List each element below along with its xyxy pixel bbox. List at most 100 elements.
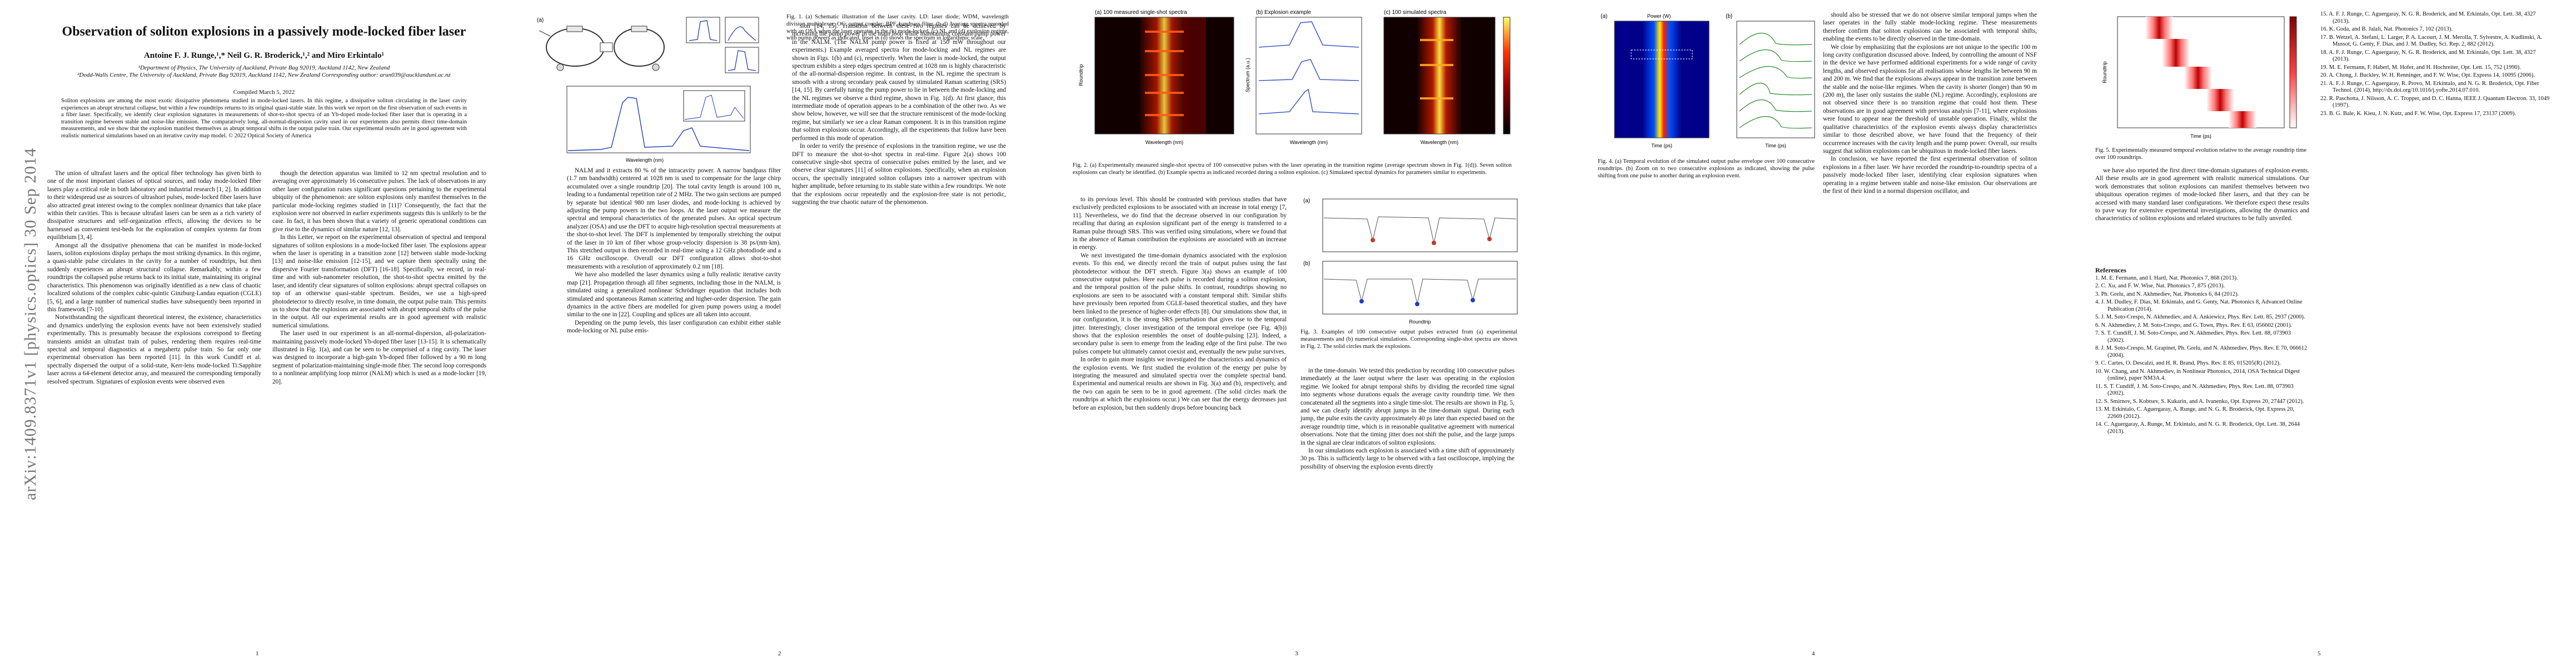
axis-label-wavelength: Wavelength (nm) bbox=[1145, 140, 1183, 145]
figure-4-graphic: (a) Power (W) Time (ps) (b) bbox=[1601, 13, 1815, 148]
reference-item: 16. K. Goda, and B. Jalali, Nat. Photoni… bbox=[2320, 26, 2453, 32]
reference-list: References 1. M. E. Fermann, and I. Hart… bbox=[2095, 261, 2309, 436]
paragraph: In our simulations each explosion is ass… bbox=[1301, 447, 1514, 470]
colorbar bbox=[2289, 16, 2297, 128]
page-number: 1 bbox=[256, 650, 259, 657]
reference-item: 17. B. Wetzel, A. Stefani, L. Larger, P.… bbox=[2320, 34, 2543, 48]
axis-label-time: Time (ps) bbox=[1651, 143, 1672, 148]
panel-a-energy-measured: (a) bbox=[1303, 198, 1518, 252]
paragraph: Depending on the pump levels, this laser… bbox=[567, 319, 781, 335]
body-column-2: in the time-domain. We tested this predi… bbox=[1301, 367, 1514, 471]
panel-c-simulated-spectra: (c) 100 simulated spectra Wavelength (nm… bbox=[1383, 9, 1511, 145]
pulse-train-steps bbox=[2145, 17, 2256, 128]
panel-label-a: (a) bbox=[1601, 13, 1607, 19]
reference-item: 19. M. E. Fermann, F. Haberl, M. Hofer, … bbox=[2320, 64, 2521, 71]
page-2: (a) bbox=[522, 0, 1039, 667]
panel-title-b: (b) Explosion example bbox=[1256, 9, 1311, 16]
colorbar-label-power: Power (W) bbox=[1647, 13, 1671, 19]
colorbar bbox=[1503, 17, 1511, 135]
compiled-date: Compiled March 5, 2022 bbox=[233, 89, 295, 96]
reference-item: 14. C. Aguergaray, A. Runge, M. Erkintal… bbox=[2095, 421, 2300, 435]
page-number: 3 bbox=[1295, 650, 1298, 657]
axis-label-wavelength: Wavelength (nm) bbox=[1290, 140, 1328, 145]
panel-title-c: (c) 100 simulated spectra bbox=[1384, 9, 1447, 16]
axis-label-spectrum: Spectrum (a.u.) bbox=[1245, 58, 1250, 92]
paragraph: In order to verify the presence of explo… bbox=[792, 143, 1006, 206]
reference-item: 1. M. E. Fermann, and I. Hartl, Nat. Pho… bbox=[2095, 275, 2238, 281]
figure-1: (a) bbox=[534, 14, 764, 164]
paragraph: We have also modelled the laser dynamics… bbox=[567, 271, 781, 318]
figure-2: (a) 100 measured single-shot spectra Wav… bbox=[1073, 8, 1528, 158]
reference-item: 22. R. Paschotta, J. Nilsson, A. C. Trop… bbox=[2320, 95, 2550, 109]
page-number: 5 bbox=[2318, 650, 2321, 657]
axis-label-time: Time (ps) bbox=[2190, 133, 2211, 139]
reference-item: 2. C. Xu, and F. W. Wise, Nat. Photonics… bbox=[2095, 283, 2225, 289]
figure-3-caption: Fig. 3. Examples of 100 consecutive outp… bbox=[1301, 329, 1517, 350]
reference-item: 20. A. Chong, J. Buckley, W. H. Renninge… bbox=[2320, 72, 2535, 78]
body-column-1: we have also reported the first direct t… bbox=[2095, 167, 2309, 223]
paragraph: in the time-domain. We tested this predi… bbox=[1301, 367, 1514, 446]
panel-a-measured-spectra: (a) 100 measured single-shot spectra Wav… bbox=[1078, 9, 1234, 145]
reference-item: 13. M. Erkintalo, C. Aguergaray, A. Rung… bbox=[2095, 406, 2295, 420]
paragraph: In conclusion, we have reported the firs… bbox=[1823, 156, 2037, 195]
figure-5-caption: Fig. 5. Experimentally measured temporal… bbox=[2095, 147, 2306, 161]
axis-label-roundtrip: Roundtrip bbox=[1409, 319, 1431, 325]
axis-label-time: Time (ps) bbox=[1765, 143, 1786, 148]
page-number: 2 bbox=[778, 650, 781, 657]
body-column-2: sion [14, 15]. Transition between these … bbox=[792, 22, 1006, 206]
axis-label-wavelength: Wavelength (nm) bbox=[1421, 140, 1458, 145]
reference-item: 5. J. M. Soto-Crespo, N. Akhmediev, and … bbox=[2095, 314, 2305, 320]
body-column-2: though the detection apparatus was limit… bbox=[272, 170, 486, 386]
reference-item: 18. A. F. J. Runge, C. Aguergaray, N. G.… bbox=[2320, 49, 2536, 63]
reference-list-continued: 15. A. F. J. Runge, C. Aguergaray, N. G.… bbox=[2320, 11, 2554, 118]
paragraph: though the detection apparatus was limit… bbox=[272, 170, 486, 233]
axis-label-roundtrip: Roundtrip bbox=[2102, 61, 2107, 83]
figure-5-graphic: Time (ps) Roundtrip bbox=[2102, 16, 2297, 139]
paragraph: Amongst all the dissipative phenomena th… bbox=[47, 242, 261, 313]
abstract: Soliton explosions are among the most ex… bbox=[61, 98, 467, 139]
author-list: Antoine F. J. Runge,¹,* Neil G. R. Brode… bbox=[144, 51, 384, 60]
cavity-schematic: (a) bbox=[537, 17, 665, 71]
body-column-1: NALM and it extracts 80 % of the intraca… bbox=[567, 167, 781, 335]
arxiv-stamp: arXiv:1409.8371v1 [physics.optics] 30 Se… bbox=[21, 147, 39, 500]
panel-label-b: (b) bbox=[1303, 261, 1310, 267]
panel-label-b: (b) bbox=[1726, 13, 1732, 19]
spectrum-panels-bc bbox=[686, 17, 759, 73]
reference-item: 23. B. G. Bale, K. Kieu, J. N. Kutz, and… bbox=[2320, 110, 2517, 117]
page-5: Time (ps) Roundtrip Fig. 5. Experimental… bbox=[2073, 0, 2576, 667]
page-number: 4 bbox=[1812, 650, 1815, 657]
paragraph: should also be stressed that we do not o… bbox=[1823, 12, 2037, 43]
figure-4-caption: Fig. 4. (a) Temporal evolution of the si… bbox=[1598, 158, 1815, 179]
body-column-1: to its previous level. This should be co… bbox=[1073, 196, 1287, 412]
panel-b-energy-simulated: (b) Roundtrip bbox=[1303, 261, 1518, 325]
panel-a-temporal-evolution: (a) Power (W) Time (ps) bbox=[1601, 13, 1710, 148]
paragraph: The laser used in our experiment is an a… bbox=[272, 330, 486, 385]
page-1: arXiv:1409.8371v1 [physics.optics] 30 Se… bbox=[0, 0, 522, 667]
paragraph: We next investigated the time-domain dyn… bbox=[1073, 252, 1287, 355]
panel-label-a: (a) bbox=[1303, 198, 1310, 204]
reference-item: 7. S. T. Cundiff, J. M. Soto-Crespo, and… bbox=[2095, 330, 2291, 344]
figure-2-graphic: (a) 100 measured single-shot spectra Wav… bbox=[1078, 9, 1511, 145]
reference-item: 10. W. Chang, and N. Akhmediev, in Nonli… bbox=[2095, 368, 2300, 382]
figure-1-caption: Fig. 1. (a) Schematic illustration of th… bbox=[786, 14, 1009, 42]
spectrum-panel-d: Wavelength (nm) bbox=[566, 86, 751, 163]
paragraph: sion [14, 15]. Transition between these … bbox=[792, 23, 1006, 142]
reference-item: 3. Ph. Grelu, and N. Akhmediev, Nat. Pho… bbox=[2095, 291, 2239, 297]
body-column-2: should also be stressed that we do not o… bbox=[1823, 11, 2037, 195]
paragraph: In order to gain more insights we invest… bbox=[1073, 356, 1287, 411]
page-4: (a) Power (W) Time (ps) (b) bbox=[1556, 0, 2073, 667]
paragraph: Notwithstanding the significant theoreti… bbox=[47, 314, 261, 385]
figure-3: (a) (b) Roundtrip bbox=[1301, 196, 1523, 326]
figure-2-caption: Fig. 2. (a) Experimentally measured sing… bbox=[1073, 162, 1512, 176]
paragraph: NALM and it extracts 80 % of the intraca… bbox=[567, 167, 781, 270]
reference-item: 11. S. T. Cundiff, J. M. Soto-Crespo, an… bbox=[2095, 383, 2294, 397]
paragraph: We close by emphasizing that the explosi… bbox=[1823, 43, 2037, 155]
reference-item: 21. A. F. J. Runge, C. Aguergaray, R. Pr… bbox=[2320, 80, 2539, 94]
panel-b-zoom-explosions: (b) Time (ps) bbox=[1726, 13, 1815, 148]
panel-b-explosion-example: (b) Explosion example Wavelength (nm) Sp… bbox=[1245, 9, 1362, 145]
axis-label-roundtrip: Roundtrip bbox=[1078, 64, 1084, 86]
paragraph: to its previous level. This should be co… bbox=[1073, 196, 1287, 251]
references-heading: References bbox=[2095, 266, 2126, 274]
panel-label-a: (a) bbox=[537, 17, 544, 23]
paragraph: In this Letter, we report on the experim… bbox=[272, 234, 486, 329]
